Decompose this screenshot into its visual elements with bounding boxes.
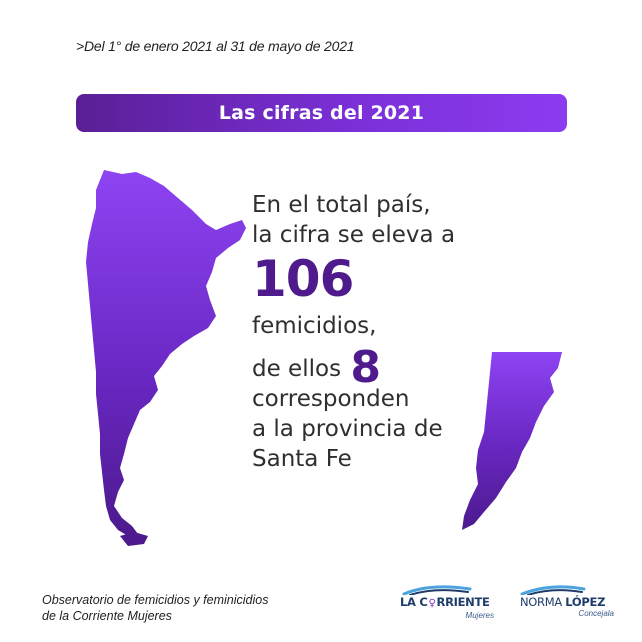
footer-source: Observatorio de femicidios y feminicidio…: [42, 592, 342, 624]
stat-line-femicides: femicidios,: [252, 313, 377, 339]
la-corriente-arc-icon: [402, 585, 472, 595]
stat-line-rises-to: la cifra se eleva a: [252, 222, 456, 248]
santa-fe-map-icon: [462, 352, 562, 530]
date-range: >Del 1° de enero 2021 al 31 de mayo de 2…: [76, 38, 355, 54]
source-line-1: Observatorio de femicidios y feminicidio…: [42, 593, 269, 607]
of-them-label: de ellos: [252, 356, 342, 382]
stat-line-correspond: corresponden: [252, 386, 410, 412]
banner-title: Las cifras del 2021: [218, 102, 425, 124]
norma-last-name: LÓPEZ: [565, 595, 606, 609]
stat-line-santa-fe: Santa Fe: [252, 446, 352, 472]
norma-first-name: NORMA: [520, 595, 566, 609]
stat-text-block: En el total país, la cifra se eleva a 10…: [252, 190, 492, 474]
norma-lopez-wordmark: NORMA LÓPEZ: [520, 595, 620, 609]
stat-line-province-of: a la provincia de: [252, 416, 443, 442]
la-corriente-subtitle: Mujeres: [465, 611, 494, 620]
norma-lopez-logo: NORMA LÓPEZ Concejala: [520, 585, 620, 619]
venus-symbol-icon: ♀: [428, 598, 436, 609]
source-line-2: de la Corriente Mujeres: [42, 609, 172, 623]
title-banner: Las cifras del 2021: [76, 94, 567, 132]
stat-line-total-country: En el total país,: [252, 192, 431, 218]
la-corriente-part-b: RRIENTE: [436, 595, 490, 609]
argentina-map-icon: [86, 170, 246, 546]
norma-lopez-subtitle: Concejala: [578, 609, 614, 618]
la-corriente-logo: LA C♀RRIENTE Mujeres: [400, 585, 500, 621]
la-corriente-part-a: LA C: [400, 595, 428, 609]
norma-lopez-arc-icon: [520, 585, 586, 595]
stat-line-of-them: de ellos 8: [252, 346, 492, 390]
province-femicides-number: 8: [350, 342, 381, 393]
total-femicides-number: 106: [252, 250, 354, 308]
la-corriente-wordmark: LA C♀RRIENTE: [400, 595, 500, 611]
